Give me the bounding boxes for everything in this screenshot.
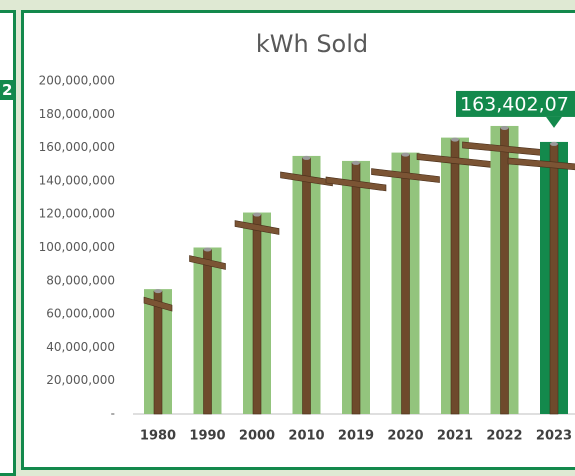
chart: kWh Sold - 20,000,000 40,000,000 60,000,000…: [0, 0, 575, 452]
pole: [451, 140, 459, 414]
pole: [154, 291, 162, 414]
value-label-pointer: [546, 117, 562, 128]
y-tick-label: 160,000,000: [39, 140, 115, 154]
y-tick-label: 140,000,000: [39, 173, 115, 187]
pole-cap: [253, 213, 261, 217]
x-tick-label: 2020: [387, 429, 423, 444]
y-tick-label: 200,000,000: [39, 74, 115, 88]
pole: [402, 155, 410, 414]
x-tick-label: 2023: [536, 429, 572, 444]
value-label: 163,402,07: [460, 93, 569, 115]
pole: [204, 250, 212, 415]
x-tick-label: 2019: [338, 429, 374, 444]
pole-cap: [352, 161, 360, 165]
pole: [253, 215, 261, 414]
x-tick-label: 2021: [437, 429, 473, 444]
pole-cap: [501, 126, 509, 130]
y-tick-label: 100,000,000: [39, 240, 115, 254]
chart-title: kWh Sold: [256, 30, 368, 58]
pole: [303, 158, 311, 414]
pole-cap: [204, 248, 212, 252]
pole-cap: [402, 153, 410, 157]
x-tick-label: 2010: [288, 429, 324, 444]
y-tick-label: 40,000,000: [46, 340, 115, 354]
x-tick-label: 1980: [140, 429, 176, 444]
pole: [352, 163, 360, 414]
y-tick-label: -: [111, 407, 115, 421]
y-tick-label: 180,000,000: [39, 107, 115, 121]
pole-cap: [451, 138, 459, 142]
x-tick-label: 2000: [239, 429, 275, 444]
pole-cap: [550, 142, 558, 146]
y-tick-label: 120,000,000: [39, 207, 115, 221]
pole: [501, 128, 509, 414]
pole: [550, 144, 558, 414]
x-tick-label: 1990: [189, 429, 225, 444]
x-tick-label: 2022: [486, 429, 522, 444]
y-tick-label: 60,000,000: [46, 307, 115, 321]
pole-cap: [154, 289, 162, 293]
y-tick-label: 80,000,000: [46, 273, 115, 287]
pole-cap: [303, 156, 311, 160]
y-tick-label: 20,000,000: [46, 373, 115, 387]
